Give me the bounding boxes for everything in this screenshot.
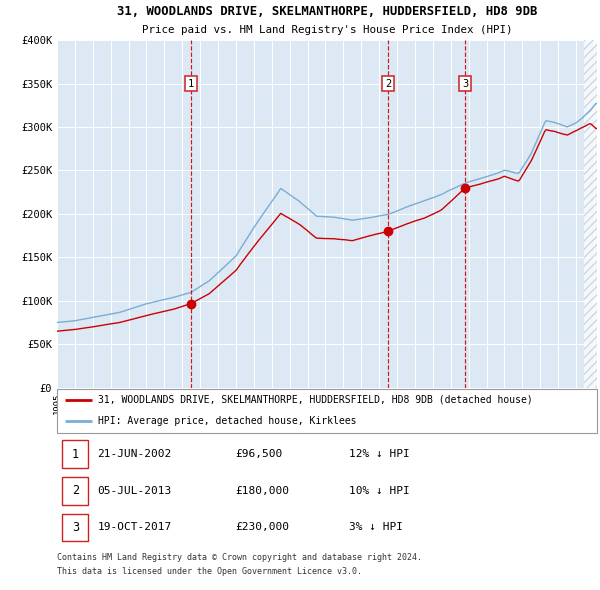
- Bar: [62, 477, 88, 505]
- Text: Price paid vs. HM Land Registry's House Price Index (HPI): Price paid vs. HM Land Registry's House …: [142, 25, 512, 35]
- Text: 10% ↓ HPI: 10% ↓ HPI: [349, 486, 409, 496]
- Text: £180,000: £180,000: [235, 486, 289, 496]
- Text: 05-JUL-2013: 05-JUL-2013: [97, 486, 172, 496]
- Text: 3: 3: [72, 521, 79, 534]
- Text: 19-OCT-2017: 19-OCT-2017: [97, 523, 172, 532]
- Text: HPI: Average price, detached house, Kirklees: HPI: Average price, detached house, Kirk…: [97, 416, 356, 425]
- Bar: [62, 513, 88, 542]
- Text: This data is licensed under the Open Government Licence v3.0.: This data is licensed under the Open Gov…: [57, 568, 362, 576]
- Text: 3% ↓ HPI: 3% ↓ HPI: [349, 523, 403, 532]
- Text: £96,500: £96,500: [235, 450, 283, 459]
- Text: 1: 1: [72, 448, 79, 461]
- Text: Contains HM Land Registry data © Crown copyright and database right 2024.: Contains HM Land Registry data © Crown c…: [57, 553, 422, 562]
- Text: 31, WOODLANDS DRIVE, SKELMANTHORPE, HUDDERSFIELD, HD8 9DB: 31, WOODLANDS DRIVE, SKELMANTHORPE, HUDD…: [117, 5, 537, 18]
- Text: 1: 1: [188, 78, 194, 88]
- Text: 3: 3: [462, 78, 468, 88]
- Text: 2: 2: [385, 78, 391, 88]
- Text: 12% ↓ HPI: 12% ↓ HPI: [349, 450, 409, 459]
- Text: 2: 2: [72, 484, 79, 497]
- Text: £230,000: £230,000: [235, 523, 289, 532]
- Text: 31, WOODLANDS DRIVE, SKELMANTHORPE, HUDDERSFIELD, HD8 9DB (detached house): 31, WOODLANDS DRIVE, SKELMANTHORPE, HUDD…: [97, 395, 532, 405]
- Bar: [62, 440, 88, 468]
- Text: 21-JUN-2002: 21-JUN-2002: [97, 450, 172, 459]
